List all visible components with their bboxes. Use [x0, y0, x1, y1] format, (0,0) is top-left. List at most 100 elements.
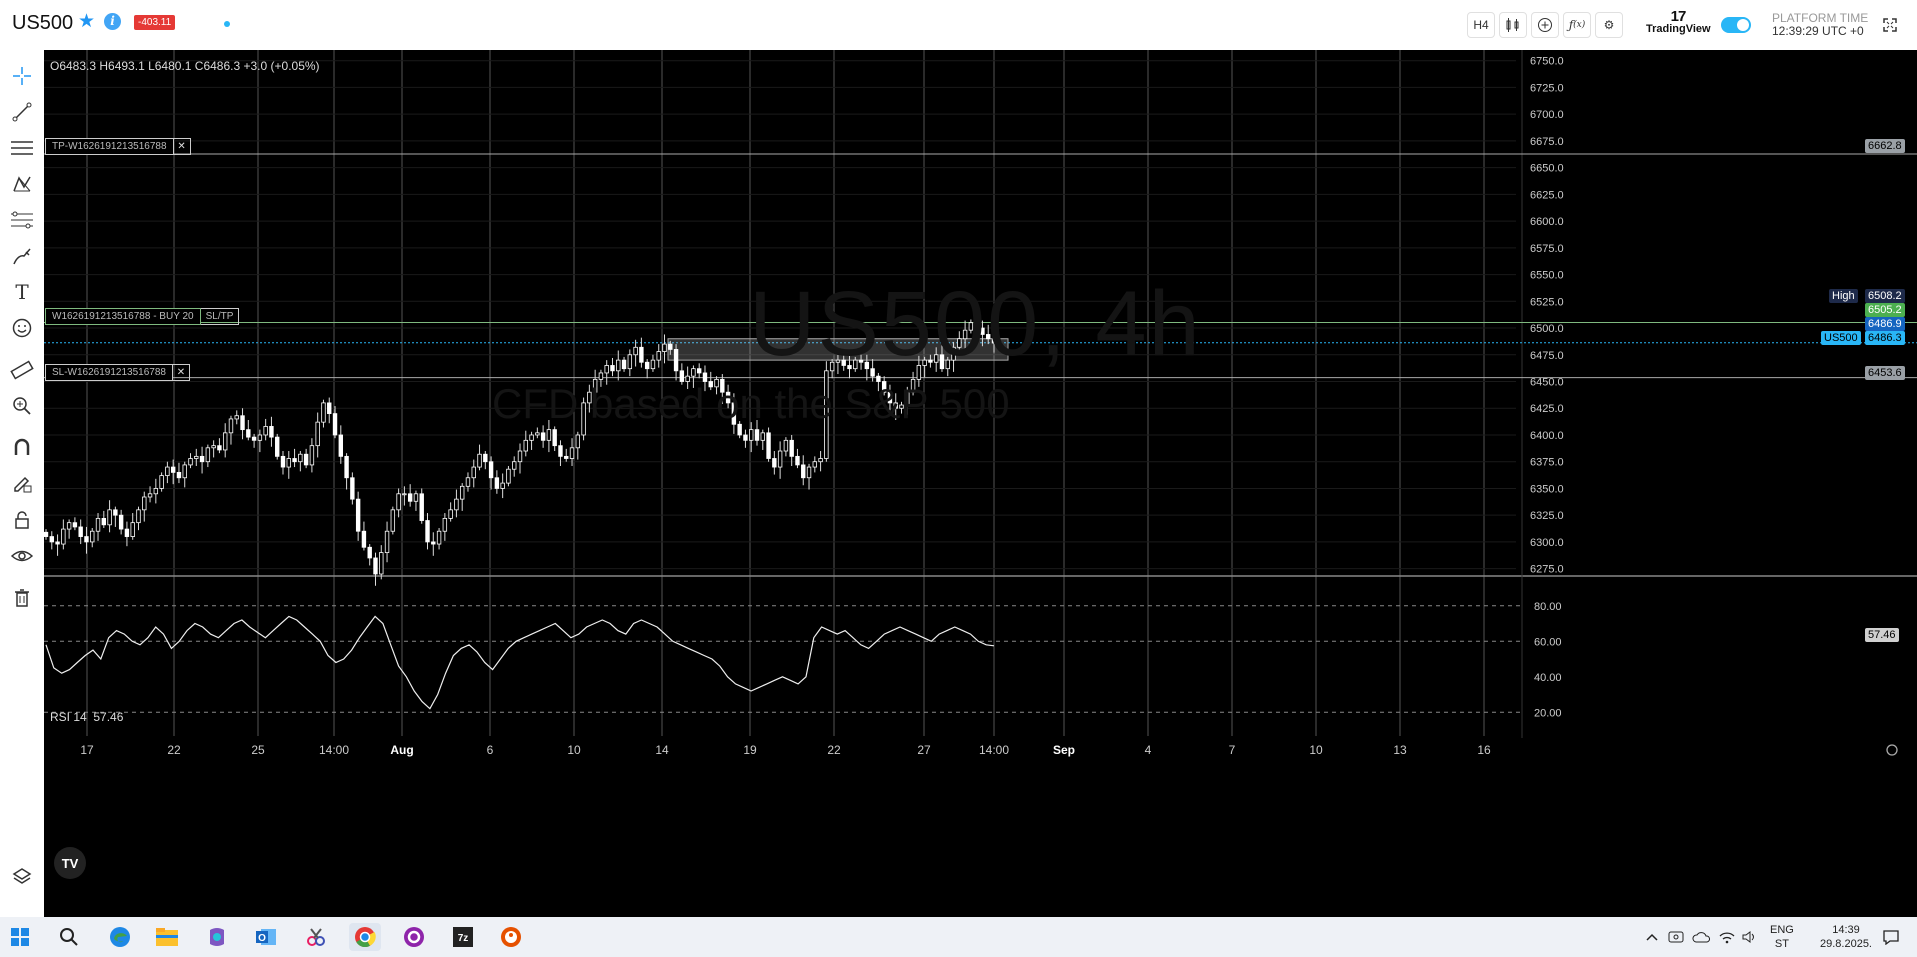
chrome-icon[interactable]: [349, 923, 381, 951]
speaker-icon[interactable]: [1741, 917, 1759, 957]
candle-body: [789, 439, 794, 457]
candle-body: [170, 466, 176, 473]
layers-icon[interactable]: [8, 862, 36, 890]
candle-body: [870, 368, 875, 377]
high-price-tag: 6508.2: [1865, 289, 1905, 303]
candle-body: [777, 450, 783, 468]
crosshair-icon[interactable]: [8, 62, 36, 90]
rsi-tick-label: 20.00: [1534, 707, 1562, 719]
time-tick-label: 10: [1309, 743, 1323, 757]
candle-body: [662, 343, 667, 352]
price-chart[interactable]: 6750.0 6725.0 6700.0 6675.0 6650.0 6625.0 6600…: [44, 50, 1917, 917]
tp-order-label[interactable]: TP-W1626191213516788: [45, 138, 174, 155]
fib-icon[interactable]: [8, 206, 36, 234]
position-order-tag[interactable]: W1626191213516788 - BUY 20 SL/TP: [45, 308, 240, 325]
time-tick-label: 27: [917, 743, 931, 757]
search-icon[interactable]: [55, 923, 83, 951]
horizontal-lines-icon[interactable]: [8, 134, 36, 162]
candle-body: [812, 461, 818, 468]
candle-body: [650, 359, 656, 370]
outlook-icon[interactable]: O: [252, 923, 280, 951]
price-tick-label: 6725.0: [1530, 82, 1564, 94]
candle-body: [506, 468, 511, 484]
rsi-tick-label: 40.00: [1534, 672, 1562, 684]
star-icon[interactable]: ★: [78, 11, 96, 32]
snipping-tool-icon[interactable]: [302, 923, 330, 951]
sltp-button[interactable]: SL/TP: [200, 308, 240, 325]
zoom-icon[interactable]: [8, 392, 36, 420]
fx-icon[interactable]: ƒ (x): [1563, 12, 1591, 38]
tp-price-tag: 6662.8: [1865, 139, 1905, 153]
plus-circle-icon[interactable]: [1531, 12, 1559, 38]
status-dot-icon: [224, 21, 230, 27]
candle-body: [968, 322, 974, 331]
candle-body: [910, 378, 916, 393]
top-bar: US500 ★ i -403.11 H4 ƒ (x) ⚙ 17 TradingVi…: [0, 0, 1917, 50]
emoji-icon[interactable]: [8, 314, 36, 342]
copilot-icon[interactable]: [203, 923, 231, 951]
candle-body: [413, 493, 419, 502]
candle-body: [853, 359, 858, 370]
fullscreen-icon[interactable]: [1876, 12, 1904, 38]
candle-body: [101, 517, 107, 526]
timeframe-button[interactable]: H4: [1467, 12, 1495, 38]
candle-body: [136, 509, 141, 524]
candle-body: [720, 378, 725, 393]
tray-app-icon[interactable]: [1668, 917, 1684, 957]
candle-body: [384, 530, 390, 554]
candle-body: [685, 375, 690, 382]
candle-body: [159, 475, 164, 489]
price-tick-label: 6500.0: [1530, 323, 1564, 335]
candle-body: [858, 359, 864, 363]
pattern-icon[interactable]: [8, 170, 36, 198]
brush-icon[interactable]: [8, 242, 36, 270]
sl-price-tag: 6453.6: [1865, 366, 1905, 380]
candle-body: [240, 415, 245, 431]
notifications-icon[interactable]: [1882, 917, 1900, 957]
tray-chevron-icon[interactable]: [1645, 917, 1659, 957]
trash-icon[interactable]: [8, 584, 36, 612]
app-icon[interactable]: [400, 923, 428, 951]
draw-lock-icon[interactable]: [8, 470, 36, 498]
time-tick-label: 19: [743, 743, 757, 757]
candle-body: [847, 365, 852, 370]
symbol-title[interactable]: US500: [12, 12, 74, 34]
sl-order-label[interactable]: SL-W1626191213516788: [45, 364, 173, 381]
lock-icon[interactable]: [8, 506, 36, 534]
windows-start-icon[interactable]: [6, 923, 34, 951]
ruler-icon[interactable]: [8, 356, 36, 384]
candle-body: [696, 368, 702, 374]
7zip-icon[interactable]: 7z: [449, 923, 477, 951]
trendline-icon[interactable]: [8, 98, 36, 126]
tv-badge[interactable]: TV: [54, 847, 86, 879]
platform-time-toggle[interactable]: [1721, 17, 1751, 33]
language-indicator[interactable]: ENG ST: [1770, 917, 1794, 957]
chart-area[interactable]: 6750.0 6725.0 6700.0 6675.0 6650.0 6625.0 6600…: [44, 50, 1917, 917]
onedrive-icon[interactable]: [1692, 917, 1710, 957]
sl-order-tag[interactable]: SL-W1626191213516788 ✕: [45, 364, 190, 381]
candles-icon[interactable]: [1499, 12, 1527, 38]
clock[interactable]: 14:39 29.8.2025.: [1816, 917, 1876, 957]
candle-body: [945, 359, 950, 370]
info-icon[interactable]: i: [104, 13, 121, 30]
candle-body: [754, 429, 760, 441]
tp-close-icon[interactable]: ✕: [173, 138, 191, 155]
duckduckgo-icon[interactable]: [497, 923, 525, 951]
edge-icon[interactable]: [106, 923, 134, 951]
wifi-icon[interactable]: [1718, 917, 1736, 957]
candle-body: [275, 436, 280, 457]
text-icon[interactable]: T: [15, 280, 29, 304]
candle-body: [303, 453, 309, 466]
price-tick-label: 6375.0: [1530, 457, 1564, 469]
position-label[interactable]: W1626191213516788 - BUY 20: [45, 308, 201, 325]
sl-close-icon[interactable]: ✕: [172, 364, 190, 381]
tp-order-tag[interactable]: TP-W1626191213516788 ✕: [45, 138, 191, 155]
candle-body: [575, 434, 581, 449]
eye-icon[interactable]: [8, 542, 36, 570]
gear-icon[interactable]: ⚙: [1595, 12, 1623, 38]
candle-body: [442, 517, 448, 532]
magnet-icon[interactable]: [8, 434, 36, 462]
candle-body: [569, 447, 575, 459]
file-explorer-icon[interactable]: [153, 923, 181, 951]
candle-body: [95, 517, 101, 532]
